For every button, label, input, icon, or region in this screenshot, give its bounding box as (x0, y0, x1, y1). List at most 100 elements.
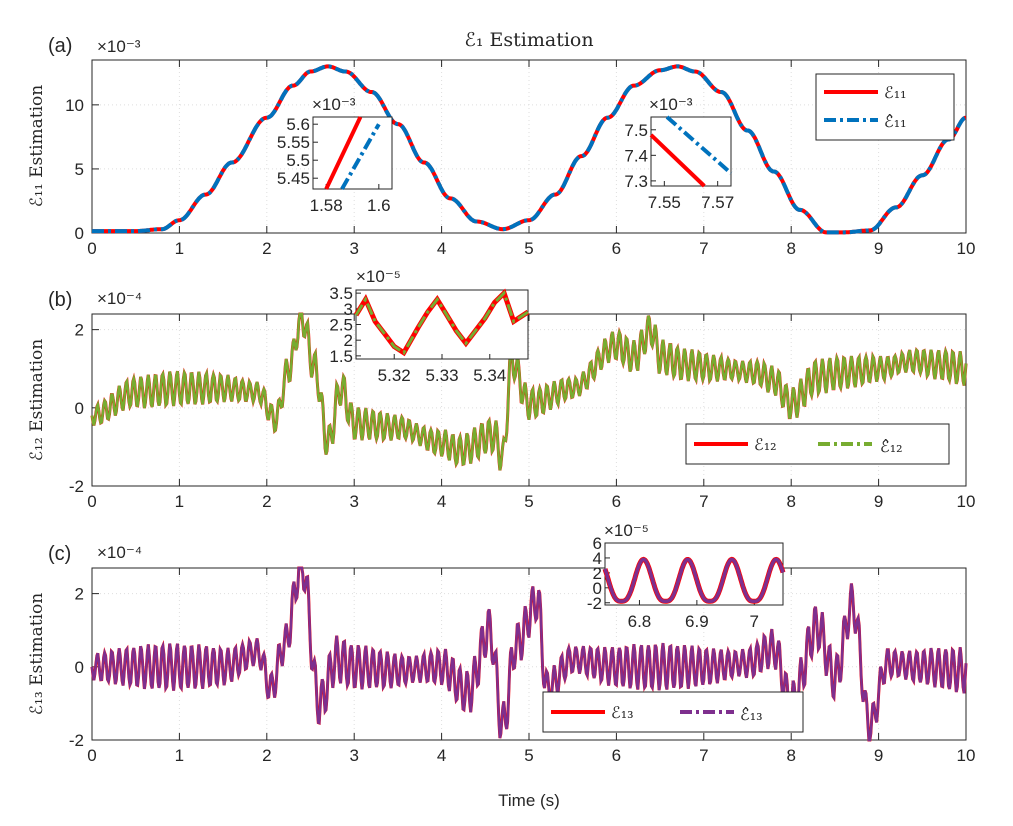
x-tick-label: 7 (699, 492, 708, 511)
inset-y-tick-label: 5.5 (286, 151, 310, 170)
legend-entry-b-1: ℰ₁₂ (754, 435, 777, 454)
inset-x-tick-label: 5.34 (473, 366, 506, 385)
inset-exponent-a1: ×10⁻³ (312, 95, 356, 114)
x-tick-label: 10 (957, 239, 976, 258)
inset-exponent-b1: ×10⁻⁵ (356, 267, 401, 286)
x-tick-label: 3 (349, 239, 358, 258)
panel-a: 0 1 2 3 4 5 6 7 8 9 10 0 5 10 (a) ×10⁻³ ℰ₁ Estimation… (27, 29, 975, 258)
inset-exponent-c1: ×10⁻⁵ (604, 521, 649, 540)
inset-y-tick-label: 2 (344, 331, 353, 350)
x-tick-label: 2 (262, 239, 271, 258)
inset-ticks-b1: 5.32 5.33 5.34 1.522.533.5 (329, 284, 506, 385)
ylabel-a: ℰ₁₁ Estimation (27, 85, 47, 207)
inset-lines-b1 (353, 288, 530, 357)
series-lines-a (92, 64, 967, 235)
x-tick-label: 0 (87, 746, 96, 765)
y-tick-label: 5 (75, 160, 84, 179)
inset-ticks-a1: 1.58 1.6 5.455.55.555.6 (277, 115, 391, 215)
inset-a1: ×10⁻³ 1.58 1.6 5.455.55.555.6 (277, 95, 393, 215)
inset-y-tick-label: 2.5 (329, 316, 353, 335)
inset-x-tick-label: 7 (750, 612, 759, 631)
inset-box-b1 (355, 289, 529, 360)
inset-y-tick-label: 3 (344, 300, 353, 319)
inset-series-0 (324, 116, 363, 190)
x-tick-label: 1 (175, 239, 184, 258)
legend-entry-b-2: ℰ̂₁₂ (880, 437, 903, 456)
x-tick-label: 1 (175, 746, 184, 765)
inset-series-1 (603, 557, 785, 604)
inset-y-tick-label: 1.5 (329, 347, 353, 366)
y-tick-label: -2 (69, 477, 84, 496)
ticks-b: 0 1 2 3 4 5 6 7 8 9 10-202 (69, 314, 976, 511)
panel-b: 0 1 2 3 4 5 6 7 8 9 10-202 (b) ×10⁻⁴ ℰ₁₂ Estimatio… (27, 267, 975, 511)
x-tick-label: 6 (612, 492, 621, 511)
exponent-b: ×10⁻⁴ (97, 289, 142, 308)
x-tick-label: 2 (262, 492, 271, 511)
inset-y-tick-label: 5.45 (277, 169, 310, 188)
inset-series-0 (649, 133, 706, 188)
x-tick-label: 10 (957, 746, 976, 765)
inset-lines-c1 (602, 556, 786, 604)
inset-series-1 (340, 123, 381, 190)
x-axis-label: Time (s) (498, 791, 560, 810)
x-tick-label: 1 (175, 492, 184, 511)
ticks-a: 0 1 2 3 4 5 6 7 8 9 10 0 5 10 (65, 60, 975, 258)
inset-y-tick-label: 7.5 (624, 121, 648, 140)
inset-y-tick-label: 4 (593, 549, 602, 568)
exponent-c: ×10⁻⁴ (97, 543, 142, 562)
x-tick-label: 7 (699, 239, 708, 258)
panel-c: 0 1 2 3 4 5 6 7 8 9 10-202 (c) ×10⁻⁴ ℰ₁₃ Estimatio… (27, 521, 975, 765)
y-tick-label: -2 (69, 731, 84, 750)
inset-box-a1 (312, 116, 393, 190)
inset-exponent-a2: ×10⁻³ (649, 95, 693, 114)
inset-y-tick-label: 7.4 (624, 146, 648, 165)
x-tick-label: 8 (786, 239, 795, 258)
x-tick-label: 4 (437, 492, 446, 511)
inset-y-tick-label: 0 (593, 579, 602, 598)
inset-x-tick-label: 6.8 (628, 612, 652, 631)
x-tick-label: 0 (87, 239, 96, 258)
inset-x-tick-label: 5.32 (378, 366, 411, 385)
inset-y-tick-label: 6 (593, 534, 602, 553)
inset-x-tick-label: 1.58 (310, 196, 343, 215)
ylabel-c: ℰ₁₃ Estimation (27, 593, 47, 715)
legend-entry-c-2: ℰ̂₁₃ (740, 705, 763, 724)
panel-label-a: (a) (48, 35, 72, 57)
x-tick-label: 9 (874, 746, 883, 765)
x-tick-label: 3 (349, 746, 358, 765)
y-tick-label: 2 (75, 585, 84, 604)
x-tick-label: 6 (612, 746, 621, 765)
y-tick-label: 0 (75, 658, 84, 677)
grid-c (91, 568, 967, 741)
legend-entry-c-1: ℰ₁₃ (611, 703, 634, 722)
x-tick-label: 5 (524, 746, 533, 765)
x-tick-label: 9 (874, 492, 883, 511)
legend-box-a (815, 73, 955, 141)
inset-a2: ×10⁻³ 7.55 7.57 7.3 7.4 7.5 (624, 95, 734, 212)
x-tick-label: 8 (786, 746, 795, 765)
y-tick-label: 0 (75, 399, 84, 418)
series-line-0-2 (92, 64, 967, 235)
chart-title: ℰ₁ Estimation (464, 29, 593, 51)
y-tick-label: 2 (75, 321, 84, 340)
panel-label-b: (b) (48, 289, 72, 311)
inset-series-1 (665, 115, 733, 175)
exponent-a: ×10⁻³ (97, 37, 141, 56)
inset-ticks-a2: 7.55 7.57 7.3 7.4 7.5 (624, 121, 734, 212)
inset-lines-a2 (649, 115, 733, 188)
x-tick-label: 4 (437, 239, 446, 258)
inset-x-tick-label: 5.33 (425, 366, 458, 385)
legend-entry-a-2: ℰ̂₁₁ (884, 112, 907, 131)
inset-y-tick-label: 5.55 (277, 133, 310, 152)
x-tick-label: 3 (349, 492, 358, 511)
inset-x-tick-label: 1.6 (367, 196, 391, 215)
x-tick-label: 7 (699, 746, 708, 765)
x-tick-label: 10 (957, 492, 976, 511)
series-lines-b (90, 312, 968, 471)
x-tick-label: 5 (524, 239, 533, 258)
inset-y-tick-label: 7.3 (624, 172, 648, 191)
legend-a: ℰ₁₁ ℰ̂₁₁ (815, 73, 955, 141)
